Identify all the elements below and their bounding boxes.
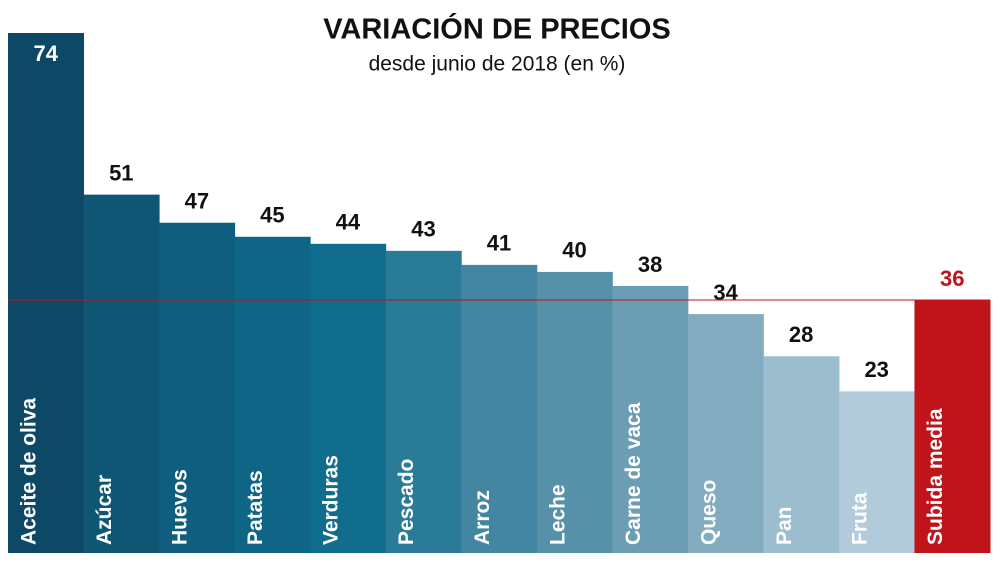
- chart-title: VARIACIÓN DE PRECIOS: [323, 12, 671, 46]
- category-label: Huevos: [169, 469, 192, 545]
- value-label: 45: [260, 203, 284, 228]
- value-label: 43: [411, 217, 435, 242]
- value-label: 74: [34, 41, 59, 66]
- value-label: 51: [109, 160, 133, 185]
- value-label: 40: [562, 238, 586, 263]
- category-label: Aceite de oliva: [18, 398, 41, 545]
- bar: [838, 391, 915, 553]
- bar: [687, 314, 764, 553]
- value-label: 47: [185, 189, 209, 214]
- bar: [83, 194, 160, 553]
- bar: [461, 264, 538, 553]
- bar: [234, 236, 311, 553]
- bar: [612, 285, 689, 553]
- value-label: 41: [487, 231, 511, 256]
- category-label: Arroz: [471, 490, 494, 545]
- value-label: 38: [638, 252, 662, 277]
- bar: [536, 271, 613, 553]
- category-label: Leche: [546, 484, 569, 545]
- bar: [159, 222, 236, 553]
- category-label: Pescado: [395, 459, 418, 545]
- bar: [763, 356, 840, 553]
- category-label: Pan: [773, 506, 796, 545]
- bar: [310, 243, 387, 554]
- category-label: Fruta: [848, 492, 871, 545]
- value-label: 34: [713, 280, 738, 305]
- category-label: Patatas: [244, 470, 267, 545]
- value-label: 36: [940, 266, 964, 291]
- value-label: 28: [789, 322, 813, 347]
- category-label: Queso: [697, 480, 720, 545]
- category-label: Verduras: [320, 455, 343, 545]
- bar: [8, 33, 85, 553]
- value-label: 23: [864, 357, 888, 382]
- chart-subtitle: desde junio de 2018 (en %): [369, 53, 626, 76]
- value-label: 44: [336, 210, 361, 235]
- bar: [914, 300, 991, 553]
- category-label: Carne de vaca: [622, 402, 645, 545]
- category-label: Subida media: [924, 408, 947, 545]
- category-label: Azúcar: [93, 475, 116, 545]
- bar: [385, 250, 462, 554]
